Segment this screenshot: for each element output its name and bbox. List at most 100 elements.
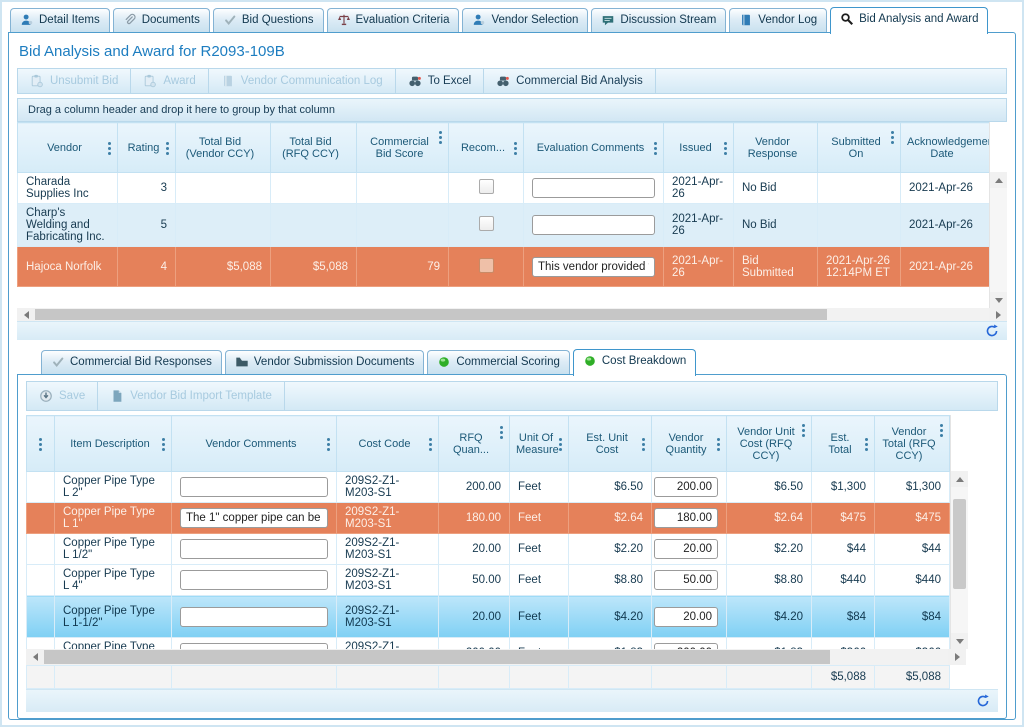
column-menu-icon[interactable] [439, 136, 442, 140]
column-menu-icon[interactable] [642, 442, 645, 446]
column-menu-icon[interactable] [429, 442, 432, 446]
vendor-comments-input[interactable] [180, 643, 328, 649]
column-menu-icon[interactable] [865, 442, 868, 446]
tab-discussion-stream[interactable]: Discussion Stream [591, 8, 727, 32]
tab-vendor-log[interactable]: Vendor Log [729, 8, 828, 32]
column-header-vendor-comments[interactable]: Vendor Comments [171, 415, 337, 472]
column-menu-icon[interactable] [39, 442, 42, 446]
vendor-comments-input[interactable] [180, 477, 328, 497]
cost-row-selected[interactable]: Copper Pipe Type L 1" 209S2-Z1-M203-S1 1… [26, 502, 950, 534]
column-menu-icon[interactable] [514, 146, 517, 150]
vendor-quantity-input[interactable] [654, 508, 718, 528]
vendor-quantity-input[interactable] [654, 643, 718, 649]
scroll-left-button[interactable] [26, 649, 44, 665]
tab-bid-questions[interactable]: Bid Questions [212, 8, 324, 32]
column-header-vendor[interactable]: Vendor [17, 122, 118, 174]
scrollbar-track[interactable] [35, 308, 989, 321]
column-menu-icon[interactable] [559, 442, 562, 446]
recommended-checkbox[interactable] [478, 179, 494, 195]
vendor-comments-input[interactable] [180, 508, 328, 528]
vendor-grid-horizontal-scrollbar[interactable] [17, 308, 1007, 322]
cost-row-highlighted[interactable]: Copper Pipe Type L 1-1/2" 209S2-Z1-M203-… [26, 595, 950, 638]
refresh-icon[interactable] [985, 324, 999, 338]
column-header-vendor-response[interactable]: Vendor Response [733, 122, 818, 174]
column-menu-icon[interactable] [891, 136, 894, 140]
column-header-rfq-quantity[interactable]: RFQ Quan... [438, 415, 510, 472]
vendor-row-selected[interactable]: Hajoca Norfolk 4 $5,088 $5,088 79 2021-A… [17, 246, 989, 288]
column-header-vendor-unit-cost[interactable]: Vendor Unit Cost (RFQ CCY) [726, 415, 812, 472]
column-menu-icon[interactable] [108, 146, 111, 150]
vendor-quantity-input[interactable] [654, 570, 718, 590]
column-header-est-total[interactable]: Est. Total [811, 415, 875, 472]
column-header-unit-of-measure[interactable]: Unit Of Measure [509, 415, 569, 472]
tab-bid-analysis-and-award[interactable]: Bid Analysis and Award [830, 7, 989, 34]
cost-row[interactable]: Copper Pipe Type L 3/4" 209S2-Z1-M203-S1… [26, 637, 950, 649]
save-button[interactable]: Save [27, 382, 99, 410]
scrollbar-thumb[interactable] [35, 309, 827, 321]
scroll-right-button[interactable] [989, 308, 1007, 322]
scrollbar-track[interactable] [990, 188, 1007, 292]
scroll-down-button[interactable] [990, 292, 1007, 309]
evaluation-comments-input[interactable] [532, 178, 655, 199]
column-menu-icon[interactable] [654, 146, 657, 150]
evaluation-comments-input[interactable] [532, 215, 655, 236]
column-menu-icon[interactable] [500, 431, 503, 434]
column-header-total-bid-rfq-ccy[interactable]: Total Bid (RFQ CCY) [270, 122, 357, 174]
to-excel-button[interactable]: To Excel [396, 69, 485, 94]
column-header-recommended[interactable]: Recom... [448, 122, 524, 174]
tab-documents[interactable]: Documents [112, 8, 210, 32]
recommended-checkbox[interactable] [478, 257, 494, 273]
vendor-communication-log-button[interactable]: Vendor Communication Log [209, 69, 396, 94]
vendor-comments-input[interactable] [180, 570, 328, 590]
vendor-quantity-input[interactable] [654, 539, 718, 559]
column-menu-icon[interactable] [162, 442, 165, 446]
column-header-item-description[interactable]: Item Description [54, 415, 172, 472]
recommended-checkbox[interactable] [478, 216, 494, 232]
tab-vendor-selection[interactable]: Vendor Selection [462, 8, 589, 32]
column-header-cost-code[interactable]: Cost Code [336, 415, 439, 472]
column-header-commercial-bid-score[interactable]: Commercial Bid Score [356, 122, 449, 174]
vendor-quantity-input[interactable] [654, 477, 718, 497]
scrollbar-track[interactable] [951, 487, 968, 633]
cost-grid-vertical-scrollbar[interactable] [950, 415, 968, 649]
tab-commercial-scoring[interactable]: Commercial Scoring [427, 350, 570, 374]
scroll-right-button[interactable] [948, 649, 966, 665]
tab-cost-breakdown[interactable]: Cost Breakdown [572, 349, 697, 376]
vendor-row[interactable]: Charp's Welding and Fabricating Inc. 5 2… [17, 203, 989, 248]
tab-detail-items[interactable]: Detail Items [10, 8, 110, 32]
tab-commercial-bid-responses[interactable]: Commercial Bid Responses [41, 350, 222, 374]
column-header-total-bid-vendor-ccy[interactable]: Total Bid (Vendor CCY) [175, 122, 271, 174]
vendor-comments-input[interactable] [180, 606, 328, 627]
column-header-issued[interactable]: Issued [663, 122, 734, 174]
cost-row[interactable]: Copper Pipe Type L 2" 209S2-Z1-M203-S1 2… [26, 471, 950, 503]
scroll-up-button[interactable] [951, 471, 968, 487]
scroll-up-button[interactable] [990, 172, 1007, 189]
group-by-drop-zone[interactable]: Drag a column header and drop it here to… [17, 98, 1007, 123]
vendor-row[interactable]: Charada Supplies Inc 3 2021-Apr-26 No Bi… [17, 172, 989, 205]
scroll-down-button[interactable] [951, 633, 968, 649]
column-header-acknowledgement-date[interactable]: Acknowledgement Date [900, 122, 989, 174]
column-header-rating[interactable]: Rating [117, 122, 176, 174]
evaluation-comments-input[interactable] [532, 256, 655, 277]
column-header-vendor-quantity[interactable]: Vendor Quantity [651, 415, 727, 472]
scrollbar-track[interactable] [44, 649, 948, 665]
vendor-grid-vertical-scrollbar[interactable] [989, 122, 1007, 309]
column-header-row-selector[interactable] [26, 415, 55, 472]
column-header-est-unit-cost[interactable]: Est. Unit Cost [568, 415, 652, 472]
scroll-left-button[interactable] [17, 308, 35, 322]
commercial-bid-analysis-button[interactable]: Commercial Bid Analysis [484, 69, 656, 94]
column-menu-icon[interactable] [327, 442, 330, 446]
vendor-comments-input[interactable] [180, 539, 328, 559]
scrollbar-thumb[interactable] [44, 650, 831, 664]
cost-row[interactable]: Copper Pipe Type L 4" 209S2-Z1-M203-S1 5… [26, 564, 950, 596]
column-menu-icon[interactable] [717, 442, 720, 446]
tab-evaluation-criteria[interactable]: Evaluation Criteria [326, 8, 460, 32]
column-header-submitted-on[interactable]: Submitted On [817, 122, 901, 174]
column-header-evaluation-comments[interactable]: Evaluation Comments [523, 122, 664, 174]
tab-vendor-submission-documents[interactable]: Vendor Submission Documents [224, 350, 425, 374]
unsubmit-bid-button[interactable]: Unsubmit Bid [18, 69, 132, 94]
vendor-quantity-input[interactable] [654, 606, 718, 627]
column-menu-icon[interactable] [166, 146, 169, 150]
refresh-icon[interactable] [976, 694, 990, 708]
column-menu-icon[interactable] [802, 429, 805, 432]
